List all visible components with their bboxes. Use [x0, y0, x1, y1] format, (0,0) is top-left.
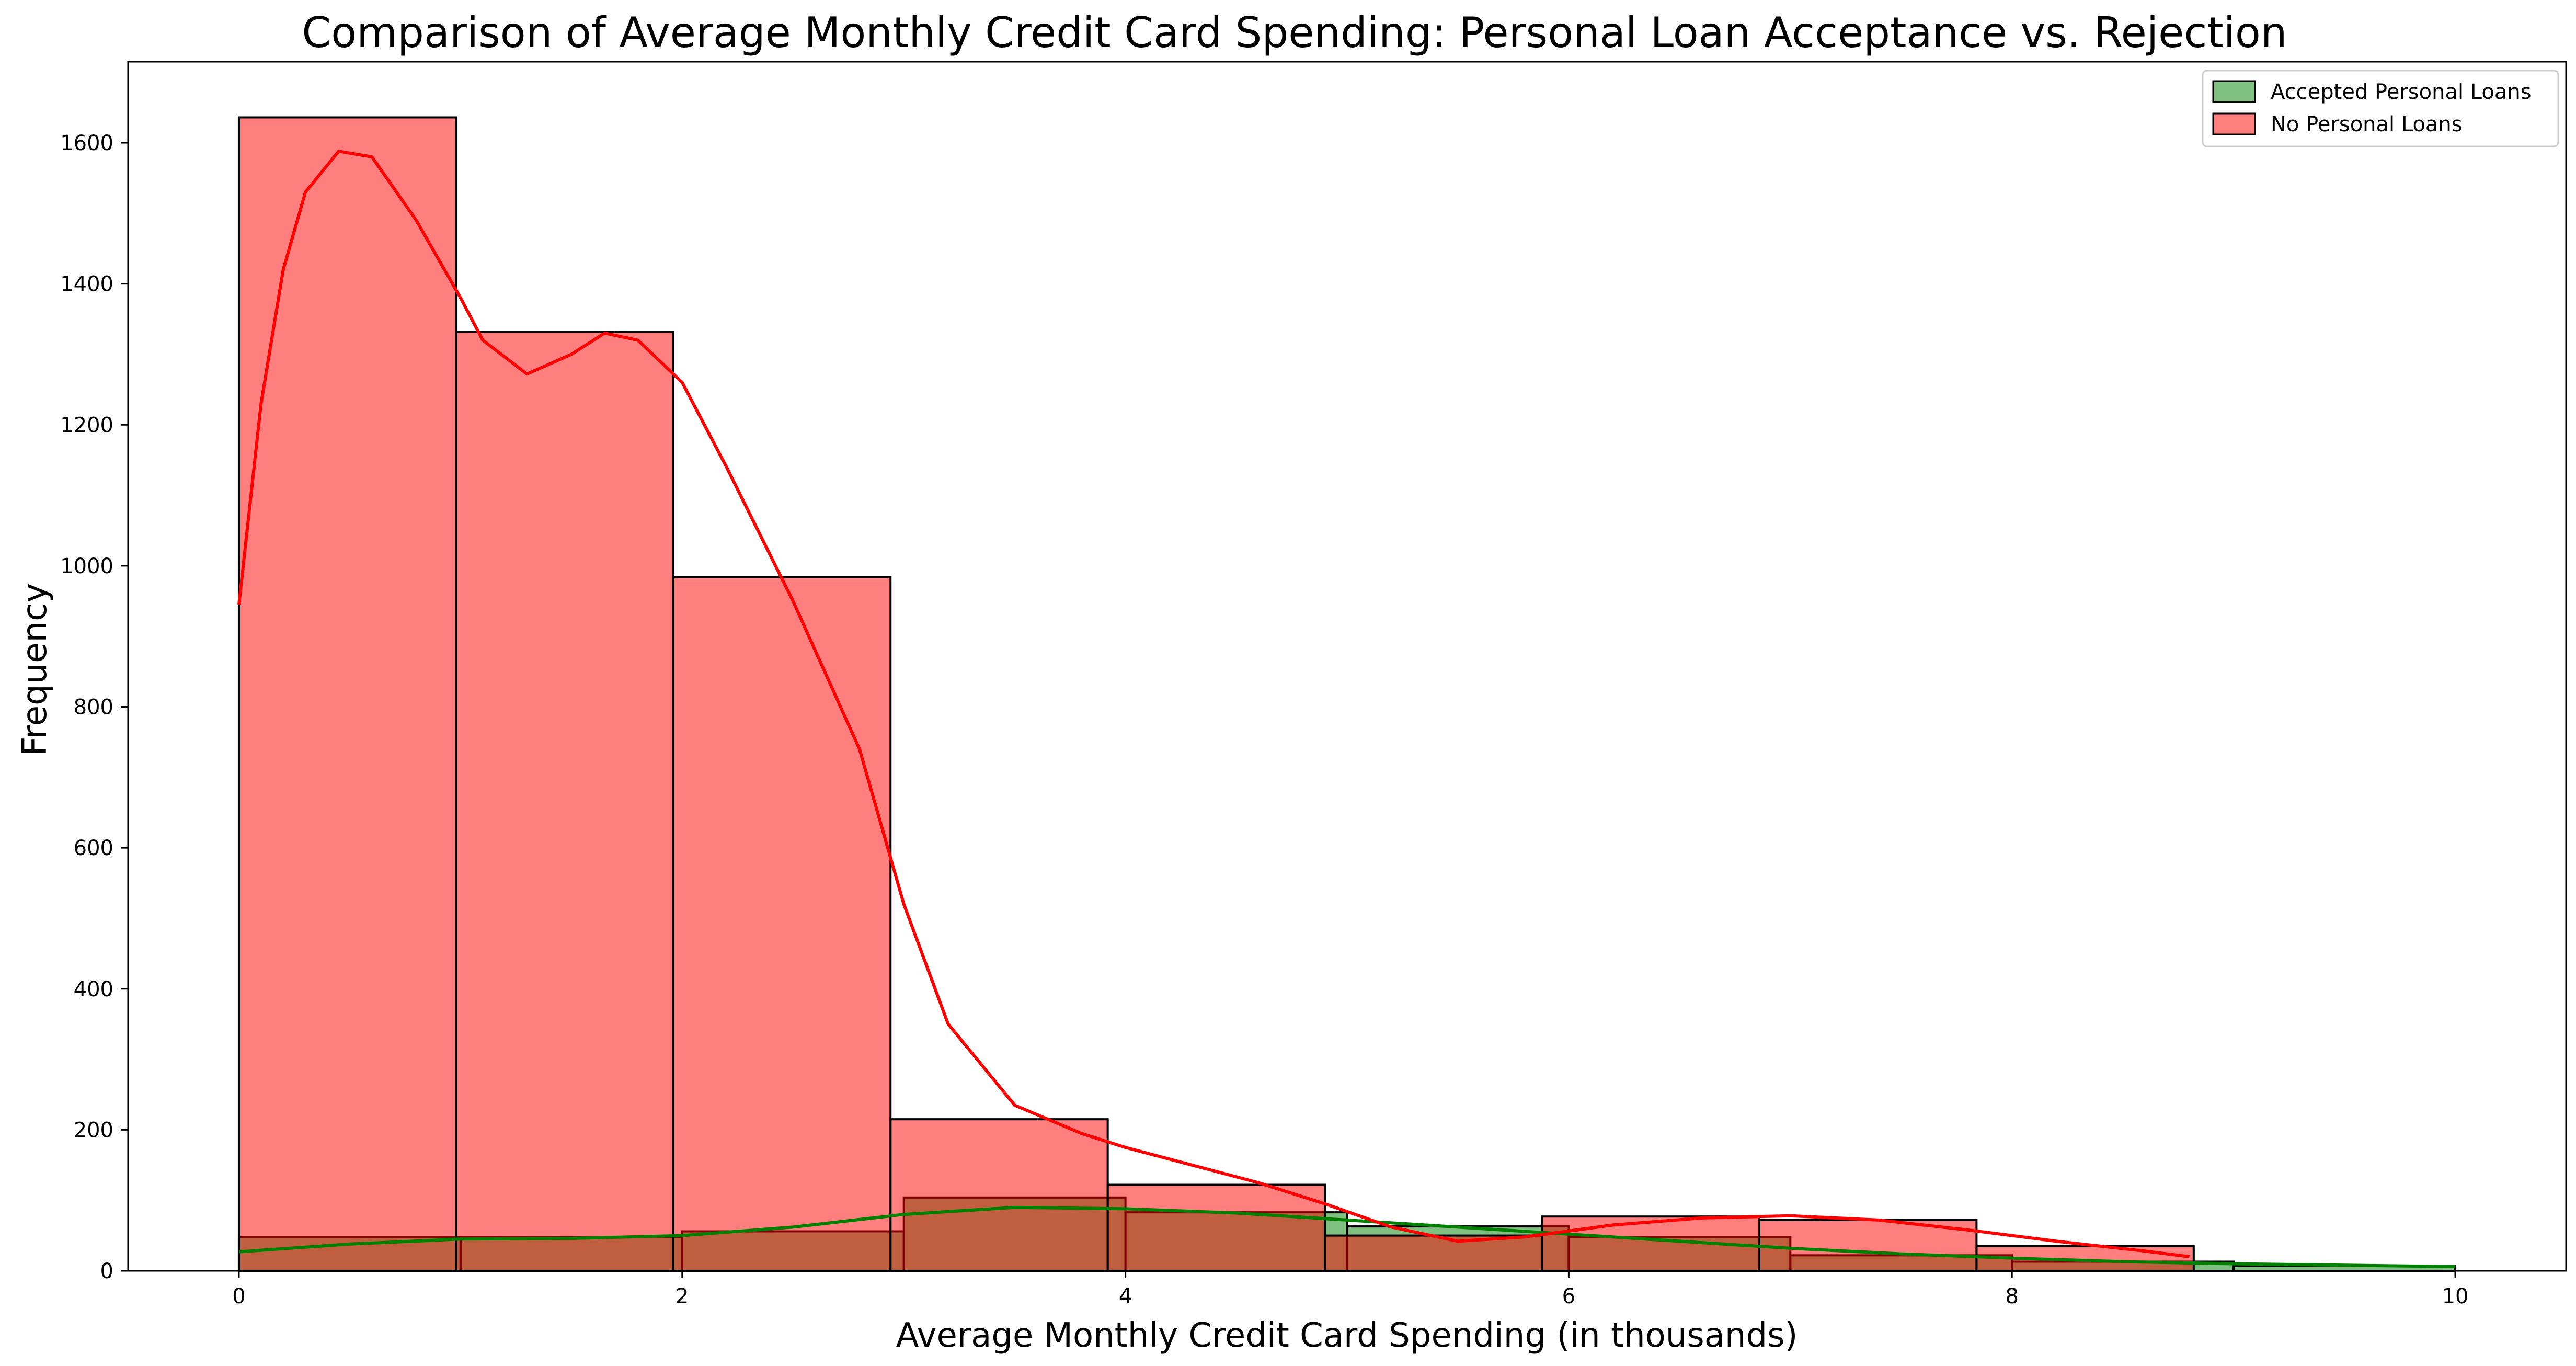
bar-no-loans-2 — [672, 576, 892, 1272]
legend-frame — [2202, 70, 2559, 147]
bar-no-loans-4 — [1106, 1183, 1326, 1272]
y-tick-label: 1200 — [60, 413, 113, 437]
y-axis-label: Frequency — [16, 583, 54, 756]
y-tick-label: 600 — [74, 836, 113, 860]
y-tick-label: 200 — [74, 1118, 113, 1142]
y-axis: 0 200 400 600 800 1000 1200 1400 1600 — [60, 131, 128, 1283]
y-tick-label: 1000 — [60, 554, 113, 578]
x-axis-label: Average Monthly Credit Card Spending (in… — [896, 1316, 1798, 1355]
y-tick-label: 1600 — [60, 131, 113, 155]
x-tick-label: 4 — [1119, 1284, 1132, 1308]
bar-no-loans-0 — [237, 116, 457, 1272]
x-tick-label: 2 — [676, 1284, 689, 1308]
kde-layer — [237, 150, 2456, 1268]
x-tick-label: 10 — [2442, 1284, 2469, 1308]
bar-no-loans-5 — [1324, 1234, 1543, 1272]
legend-label-accepted: Accepted Personal Loans — [2271, 80, 2532, 104]
bar-no-loans-1 — [455, 331, 674, 1272]
x-tick-label: 8 — [2006, 1284, 2019, 1308]
x-tick-label: 0 — [232, 1284, 245, 1308]
kde-line-no-loans — [237, 150, 2190, 1258]
y-tick-label: 400 — [74, 977, 113, 1001]
legend-label-no-loans: No Personal Loans — [2271, 112, 2463, 136]
y-tick-label: 0 — [100, 1259, 113, 1283]
bar-no-loans-3 — [889, 1118, 1109, 1272]
y-tick-label: 1400 — [60, 272, 113, 297]
legend: Accepted Personal Loans No Personal Loan… — [2202, 70, 2559, 147]
x-tick-label: 6 — [1562, 1284, 1575, 1308]
legend-swatch-no-loans — [2212, 112, 2256, 135]
legend-swatch-accepted — [2212, 80, 2256, 103]
y-tick-label: 800 — [74, 696, 113, 720]
plot-frame — [127, 61, 2567, 1272]
x-axis: 0 2 4 6 8 10 — [232, 1271, 2468, 1308]
bars-layer — [237, 116, 2457, 1272]
kde-line-accepted — [238, 1205, 2456, 1268]
chart-title: Comparison of Average Monthly Credit Car… — [302, 8, 2287, 57]
